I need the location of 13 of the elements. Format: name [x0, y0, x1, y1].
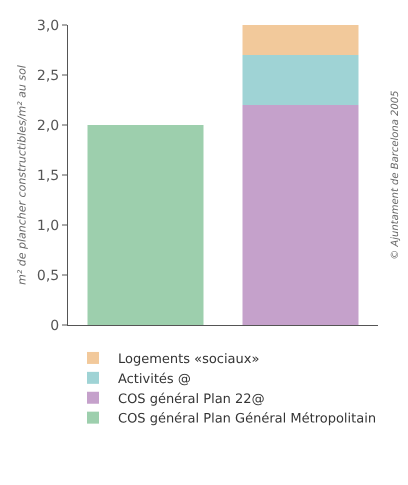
text: © Ajuntament de Barcelona 2005	[390, 90, 401, 260]
y-tick-label: 2,5	[36, 68, 60, 84]
y-tick-label: 1,5	[36, 168, 60, 184]
y-axis-title: m² de plancher constructibles/m² au sol	[16, 65, 29, 285]
legend-label: COS général Plan Général Métropolitain	[118, 412, 376, 427]
y-tick-label: 1,0	[36, 218, 60, 234]
legend-label: COS général Plan 22@	[118, 392, 265, 407]
y-tick-label: 3,0	[36, 18, 60, 34]
y-tick-label: 0,5	[36, 268, 60, 284]
legend-label: Activités @	[118, 372, 191, 387]
y-tick-label: 0	[50, 318, 60, 334]
y-tick-label: 2,0	[36, 118, 60, 134]
legend-label: Logements «sociaux»	[118, 352, 260, 368]
